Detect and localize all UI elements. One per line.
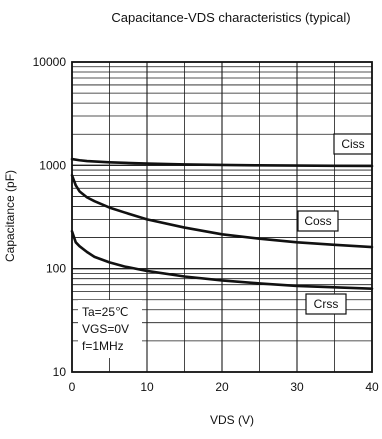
series-line-crss [70, 229, 374, 290]
x-tick-label: 40 [365, 380, 379, 394]
y-tick-label: 100 [46, 262, 66, 276]
conditions-annotation: Ta=25℃ VGS=0V f=1MHz [78, 300, 142, 358]
x-tick-label: 20 [215, 380, 229, 394]
x-tick-label: 0 [69, 380, 76, 394]
y-tick-label: 1000 [39, 158, 66, 172]
conditions-box [78, 300, 142, 358]
series-line-coss [70, 174, 374, 249]
x-tick-label: 30 [290, 380, 304, 394]
series-label-box-coss [297, 210, 339, 232]
x-axis-title: VDS (V) [210, 413, 254, 427]
y-tick-label: 10 [53, 365, 67, 379]
series-label-text-crss: Crss [314, 297, 339, 311]
series-label-layer: Ciss Coss Crss [297, 133, 373, 315]
series-label-crss: Crss [305, 293, 347, 315]
series-label-box-crss [305, 293, 347, 315]
series-label-ciss: Ciss [333, 133, 373, 155]
series-label-text-ciss: Ciss [341, 137, 364, 151]
chart-title: Capacitance-VDS characteristics (typical… [111, 10, 350, 25]
plot-area-border [71, 61, 373, 373]
annotation-vgs: VGS=0V [82, 322, 129, 336]
y-axis-title: Capacitance (pF) [3, 170, 17, 262]
x-tick-label: 10 [140, 380, 154, 394]
annotation-temperature: Ta=25℃ [82, 305, 129, 319]
series-line-ciss [70, 157, 374, 168]
series-label-coss: Coss [297, 210, 339, 232]
y-tick-label: 10000 [33, 55, 67, 69]
series-label-text-coss: Coss [304, 214, 331, 228]
series-layer [70, 157, 374, 290]
annotation-frequency: f=1MHz [82, 339, 124, 353]
